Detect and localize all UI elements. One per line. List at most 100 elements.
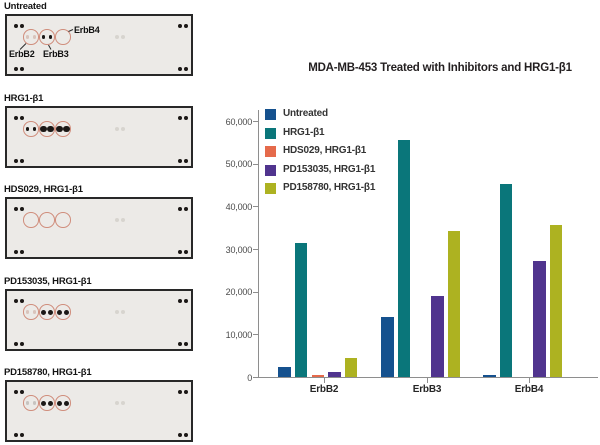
- faint-background-spot: [121, 401, 125, 405]
- signal-dot: [57, 400, 63, 406]
- signal-dot: [32, 310, 37, 314]
- erbb3-spot-circle: [39, 395, 55, 411]
- signal-dot: [47, 400, 53, 406]
- corner-reference-dot: [19, 66, 25, 72]
- erbb4-spot-circle: [55, 121, 71, 137]
- y-axis-line: [257, 110, 259, 378]
- annotation-line: [68, 29, 74, 32]
- y-tick-label: 10,000: [225, 329, 253, 340]
- bar-erbb4-4: [533, 260, 546, 377]
- corner-reference-dot: [177, 158, 183, 164]
- corner-reference-dot: [19, 341, 25, 347]
- legend-label: PD153035, HRG1-β1: [283, 163, 376, 175]
- signal-dot: [32, 35, 37, 39]
- panel-label: PD153035, HRG1-β1: [4, 276, 92, 287]
- legend-swatch: [265, 146, 276, 158]
- annotation-label: ErbB4: [74, 25, 100, 35]
- y-tick-mark: [252, 377, 258, 378]
- panel-label: Untreated: [4, 1, 47, 12]
- y-tick-label: 30,000: [225, 244, 253, 255]
- legend-swatch: [265, 109, 276, 120]
- bar-erbb2-2: [294, 242, 308, 377]
- corner-reference-dot: [177, 389, 183, 395]
- erbb4-spot-circle: [55, 304, 71, 320]
- signal-dot: [25, 127, 30, 131]
- corner-reference-dot: [13, 158, 19, 164]
- bar-erbb3-4: [431, 295, 444, 377]
- legend-swatch: [265, 164, 276, 176]
- bar-erbb2-4: [328, 372, 341, 377]
- y-tick-label: 50,000: [225, 159, 253, 170]
- erbb4-spot-circle: [55, 395, 71, 411]
- corner-reference-dot: [13, 341, 19, 347]
- bar-erbb4-1: [483, 375, 496, 377]
- corner-reference-dot: [19, 158, 25, 164]
- signal-dot: [41, 35, 46, 39]
- erbb3-spot-circle: [39, 29, 55, 45]
- category-label: ErbB3: [412, 384, 442, 395]
- erbb2-spot-circle: [23, 121, 39, 137]
- faint-background-spot: [115, 218, 119, 222]
- legend-swatch: [265, 127, 276, 139]
- annotation-line: [48, 44, 52, 50]
- faint-background-spot: [121, 35, 125, 39]
- corner-reference-dot: [183, 23, 189, 29]
- bar-erbb2-3: [311, 375, 324, 377]
- corner-reference-dot: [13, 249, 19, 255]
- erbb2-spot-circle: [23, 212, 39, 228]
- corner-reference-dot: [19, 389, 25, 395]
- corner-reference-dot: [183, 115, 189, 121]
- faint-background-spot: [115, 401, 119, 405]
- bar-erbb3-2: [397, 140, 411, 377]
- corner-reference-dot: [183, 298, 189, 304]
- signal-dot: [32, 401, 37, 405]
- category-label: ErbB4: [514, 384, 544, 395]
- blot-membrane: [5, 289, 193, 351]
- corner-reference-dot: [177, 432, 183, 438]
- legend-label: HRG1-β1: [283, 126, 325, 138]
- corner-reference-dot: [183, 158, 189, 164]
- x-tick-mark: [529, 378, 530, 383]
- erbb3-spot-circle: [39, 304, 55, 320]
- annotation-label: ErbB3: [43, 49, 69, 59]
- annotation-label: ErbB2: [9, 49, 35, 59]
- signal-dot: [63, 125, 70, 133]
- corner-reference-dot: [177, 249, 183, 255]
- annotation-line: [19, 43, 27, 50]
- x-axis-line: [257, 377, 598, 379]
- faint-background-spot: [115, 127, 119, 131]
- bar-erbb3-5: [447, 231, 461, 377]
- signal-dot: [25, 401, 30, 405]
- erbb3-spot-circle: [39, 121, 55, 137]
- legend-swatch: [265, 183, 276, 195]
- corner-reference-dot: [19, 298, 25, 304]
- faint-background-spot: [121, 127, 125, 131]
- panel-label: HRG1-β1: [4, 93, 44, 104]
- corner-reference-dot: [19, 432, 25, 438]
- blot-membrane: ErbB2 ErbB3 ErbB4: [5, 14, 193, 76]
- erbb4-spot-circle: [55, 212, 71, 228]
- faint-background-spot: [115, 310, 119, 314]
- signal-dot: [57, 309, 63, 315]
- blot-membrane: [5, 106, 193, 168]
- legend-label: HDS029, HRG1-β1: [283, 145, 367, 157]
- corner-reference-dot: [183, 432, 189, 438]
- corner-reference-dot: [13, 389, 19, 395]
- x-tick-mark: [324, 378, 325, 383]
- corner-reference-dot: [13, 23, 19, 29]
- signal-dot: [41, 400, 47, 406]
- corner-reference-dot: [13, 66, 19, 72]
- faint-background-spot: [115, 35, 119, 39]
- corner-reference-dot: [177, 298, 183, 304]
- blot-membrane: [5, 380, 193, 442]
- y-tick-label: 40,000: [225, 201, 253, 212]
- corner-reference-dot: [19, 206, 25, 212]
- corner-reference-dot: [13, 298, 19, 304]
- signal-dot: [41, 309, 47, 315]
- faint-background-spot: [121, 310, 125, 314]
- corner-reference-dot: [177, 23, 183, 29]
- corner-reference-dot: [177, 66, 183, 72]
- signal-dot: [47, 309, 53, 315]
- bar-erbb4-5: [549, 225, 563, 377]
- erbb2-spot-circle: [23, 395, 39, 411]
